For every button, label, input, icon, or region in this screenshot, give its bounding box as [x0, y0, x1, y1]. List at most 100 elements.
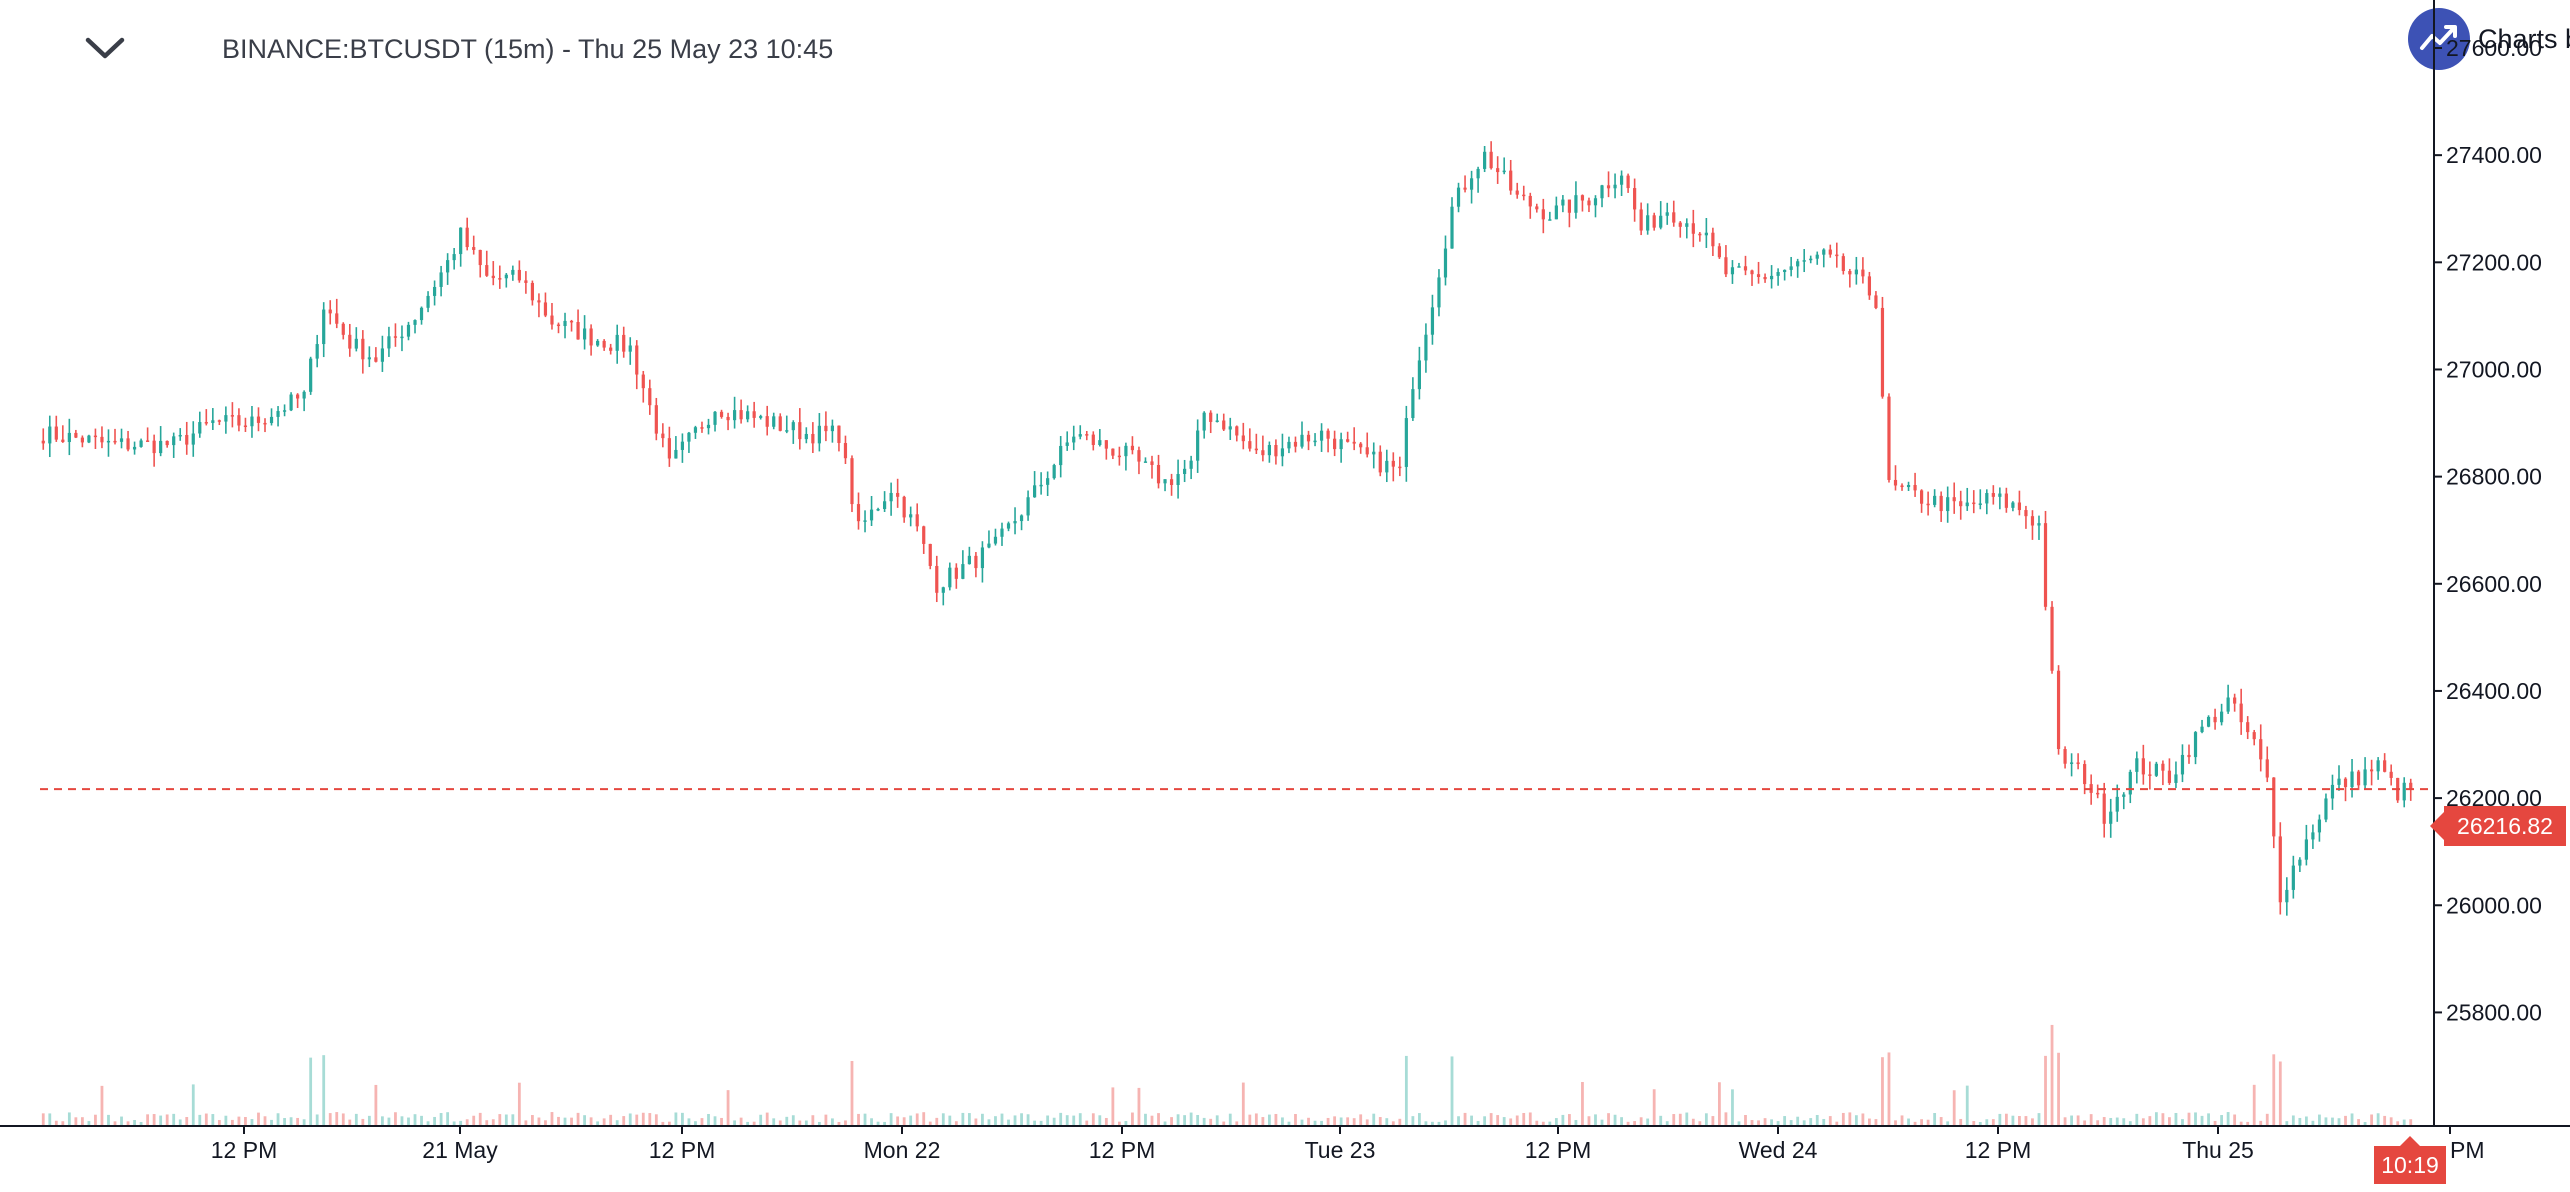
volume-bar [165, 1114, 169, 1126]
candle-body [2259, 739, 2263, 760]
candle-body [1848, 271, 1852, 275]
candle-body [100, 436, 104, 443]
volume-bar [341, 1113, 345, 1126]
candle-body [778, 416, 782, 431]
candle-body [1593, 198, 1598, 206]
candle-body [843, 443, 848, 459]
volume-bar [185, 1117, 189, 1126]
candle-body [393, 336, 398, 338]
candle-body [1072, 436, 1076, 443]
candle-body [289, 394, 293, 411]
volume-bar [2291, 1115, 2295, 1126]
candle-body [185, 434, 189, 445]
volume-bar [1757, 1120, 1760, 1126]
candle-body [1574, 195, 1578, 213]
volume-bar [1404, 1055, 1408, 1126]
candle-body [2167, 770, 2172, 783]
current-time-badge: 10:19 [2374, 1136, 2446, 1184]
candle-body [1352, 441, 1356, 444]
candle-body [1287, 441, 1291, 449]
candle-body [791, 422, 795, 431]
volume-bar [2233, 1114, 2237, 1126]
volume-bar [974, 1118, 978, 1126]
candle-body [1535, 206, 1539, 210]
candle-body [367, 357, 371, 360]
volume-bar [120, 1116, 123, 1126]
volume-bar [491, 1119, 495, 1126]
volume-bar [250, 1119, 254, 1126]
volume-bar [2128, 1121, 2132, 1126]
volume-bar [309, 1057, 313, 1126]
candle-body [204, 422, 208, 424]
candle-body [1809, 258, 1813, 261]
candle-body [1463, 187, 1467, 190]
candle-body [596, 340, 600, 346]
volume-bar [1502, 1117, 1506, 1126]
volume-bar [1391, 1121, 1395, 1126]
volume-bar [1796, 1116, 1800, 1126]
candle-body [935, 565, 939, 593]
volume-bar [1718, 1082, 1721, 1126]
candle-body [2265, 759, 2269, 778]
volume-bar [1496, 1115, 1500, 1126]
volume-bar [1274, 1113, 1278, 1126]
candle-body [1065, 442, 1069, 446]
volume-bar [883, 1121, 886, 1126]
volume-bar [198, 1114, 202, 1126]
time-tick-label: Tue 23 [1305, 1137, 1376, 1163]
time-tick-label: 12 PM [211, 1137, 277, 1163]
volume-bar [1254, 1113, 1258, 1126]
candle-body [1091, 434, 1095, 445]
volume-bar [1711, 1116, 1715, 1126]
candle-body [1841, 256, 1845, 272]
volume-bar [1809, 1118, 1813, 1126]
candle-body [1000, 528, 1004, 537]
brand-link[interactable]: Charts b [2404, 4, 2570, 76]
candle-body [2024, 510, 2028, 517]
volume-bar [1815, 1114, 1819, 1126]
candle-body [1202, 412, 1206, 431]
volume-bar [687, 1118, 691, 1126]
volume-bar [746, 1121, 750, 1126]
candle-body [941, 587, 945, 593]
volume-bar [778, 1120, 782, 1126]
volume-bar [667, 1121, 671, 1126]
candle-body [54, 426, 58, 440]
volume-bar [270, 1119, 273, 1126]
candle-body [2220, 711, 2224, 723]
candle-body [1730, 267, 1735, 275]
volume-bar [739, 1117, 743, 1126]
candle-body [419, 307, 424, 321]
candle-body [2115, 796, 2119, 812]
candle-body [1163, 479, 1167, 484]
volume-bar [2018, 1116, 2021, 1126]
volume-bar [1841, 1112, 1845, 1126]
volume-bar [41, 1113, 45, 1126]
volume-bar [1052, 1117, 1056, 1126]
volume-bar [720, 1117, 723, 1126]
volume-bar [537, 1117, 541, 1126]
candle-body [1874, 295, 1878, 308]
volume-bar [374, 1084, 378, 1126]
chevron-down-icon[interactable] [80, 30, 130, 70]
volume-bar [2246, 1121, 2250, 1126]
volume-bar [133, 1119, 136, 1126]
volume-bar [733, 1120, 736, 1126]
candle-body [556, 324, 561, 327]
volume-bar [1763, 1118, 1767, 1126]
candle-body [752, 411, 756, 418]
volume-bar [504, 1114, 508, 1126]
volume-bar [1300, 1119, 1304, 1126]
volume-bar [1117, 1121, 1121, 1126]
volume-bar [922, 1112, 926, 1126]
volume-bar [2344, 1115, 2347, 1126]
candle-body [869, 509, 874, 521]
candle-body [661, 433, 665, 439]
candle-body [485, 265, 489, 276]
candle-body [1900, 485, 1904, 488]
candle-body [2141, 758, 2145, 775]
candle-body [1215, 420, 1219, 423]
volume-bar [1835, 1121, 1839, 1126]
candle-body [667, 438, 671, 459]
